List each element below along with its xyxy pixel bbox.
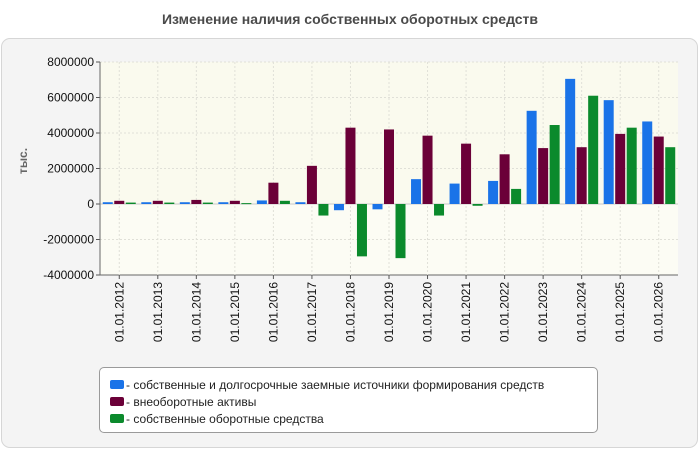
x-tick-label: 01.01.2018 [343, 282, 357, 342]
legend-label: - собственные и долгосрочные заемные ист… [126, 377, 545, 392]
bar [603, 100, 614, 204]
y-tick-label: 6000000 [47, 91, 94, 105]
y-tick-label: 8000000 [47, 55, 94, 69]
x-tick-label: 01.01.2015 [228, 282, 242, 342]
x-tick-label: 01.01.2024 [575, 282, 589, 342]
chart-title: Изменение наличия собственных оборотных … [161, 11, 539, 27]
bar [318, 204, 329, 216]
x-tick-label: 01.01.2014 [189, 282, 203, 342]
bar [202, 202, 213, 204]
x-tick-label: 01.01.2025 [613, 282, 627, 342]
legend-label: - внеоборотные активы [126, 394, 257, 409]
x-tick-label: 01.01.2021 [459, 282, 473, 342]
bar [372, 204, 383, 210]
y-axis-label: тыс. [16, 148, 30, 174]
bar [488, 180, 499, 204]
bar [549, 125, 560, 204]
bar [526, 110, 537, 204]
bar [256, 200, 267, 204]
bar [102, 202, 113, 204]
legend-item: - собственные оборотные средства [110, 410, 597, 427]
x-tick-label: 01.01.2019 [382, 282, 396, 342]
y-tick-label: 4000000 [47, 126, 94, 140]
bar [395, 204, 406, 259]
bar [615, 133, 626, 204]
bar [164, 202, 175, 204]
bar [449, 183, 460, 204]
bar [565, 78, 576, 204]
bar [356, 204, 367, 257]
bar [434, 204, 445, 216]
bar [472, 204, 483, 206]
bar [295, 202, 306, 204]
bar [499, 154, 510, 204]
bar [268, 182, 279, 204]
bar [665, 147, 676, 204]
bar [576, 147, 587, 204]
bar [538, 148, 549, 204]
bar [626, 127, 637, 204]
bar [653, 136, 664, 204]
x-tick-label: 01.01.2026 [652, 282, 666, 342]
legend-swatch [110, 414, 124, 423]
bar [384, 129, 394, 204]
y-tick-label: 2000000 [47, 162, 94, 176]
y-tick-label: -2000000 [43, 233, 94, 247]
bar [191, 199, 202, 204]
legend-swatch [110, 397, 124, 406]
y-tick-label: -4000000 [43, 268, 94, 282]
bar [422, 135, 433, 204]
x-tick-label: 01.01.2017 [305, 282, 319, 342]
bar [642, 121, 653, 204]
x-tick-label: 01.01.2023 [536, 282, 550, 342]
bar [461, 143, 472, 204]
bar [279, 200, 290, 204]
bar [218, 202, 229, 204]
bar [141, 202, 152, 204]
bar [345, 127, 356, 204]
bar [511, 188, 522, 204]
y-tick-label: 0 [87, 197, 94, 211]
bar [588, 95, 599, 204]
bar [333, 204, 344, 211]
x-tick-label: 01.01.2012 [112, 282, 126, 342]
bar [114, 200, 125, 204]
bar [306, 165, 317, 204]
legend-item: - собственные и долгосрочные заемные ист… [110, 376, 597, 393]
x-tick-label: 01.01.2020 [421, 282, 435, 342]
x-tick-label: 01.01.2013 [151, 282, 165, 342]
x-tick-label: 01.01.2016 [266, 282, 280, 342]
legend-item: - внеоборотные активы [110, 393, 597, 410]
chart-legend: - собственные и долгосрочные заемные ист… [99, 367, 598, 433]
legend-label: - собственные оборотные средства [126, 411, 324, 426]
bar [179, 202, 190, 204]
bar [241, 203, 252, 205]
bar [125, 202, 136, 204]
bar [411, 179, 422, 204]
legend-swatch [110, 380, 124, 389]
bar [152, 200, 163, 204]
x-tick-label: 01.01.2022 [498, 282, 512, 342]
bar [229, 200, 240, 204]
